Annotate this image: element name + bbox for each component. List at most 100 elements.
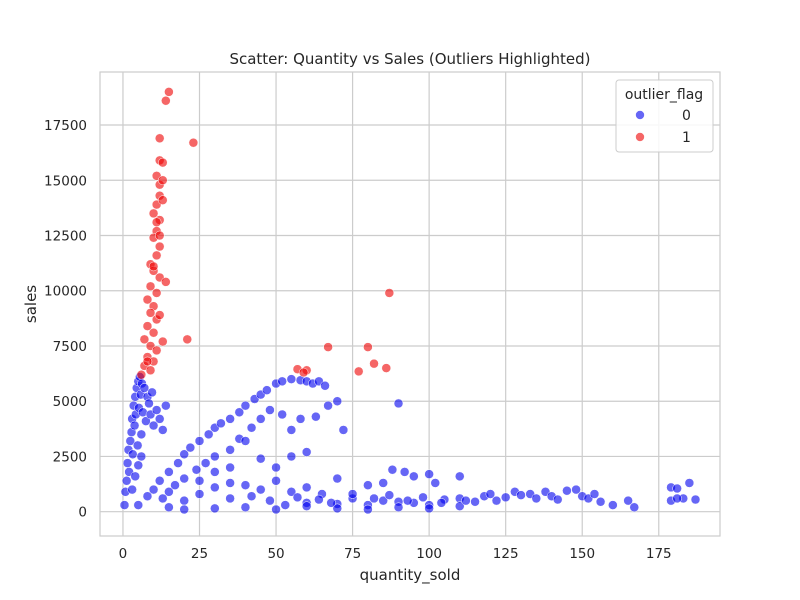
scatter-point-series-0 [571,484,581,495]
scatter-point-series-0 [128,449,138,459]
scatter-point-series-0 [393,502,404,513]
scatter-point-series-1 [136,369,147,380]
scatter-point-series-1 [369,358,379,369]
scatter-point-series-0 [148,420,159,431]
scatter-point-series-0 [295,414,306,424]
scatter-point-series-1 [154,133,165,144]
scatter-point-series-0 [191,464,202,475]
scatter-point-series-1 [139,334,150,345]
scatter-point-series-0 [332,503,343,514]
scatter-point-series-0 [314,494,324,505]
y-axis-label: sales [22,285,40,323]
scatter-point-series-0 [210,503,220,514]
scatter-point-series-0 [164,502,174,513]
scatter-point-series-1 [182,334,193,345]
scatter-point-series-0 [225,462,235,473]
scatter-point-series-0 [531,493,542,504]
scatter-point-series-0 [179,449,189,459]
scatter-point-series-0 [194,436,205,446]
scatter-point-series-0 [255,484,266,495]
chart-title: Scatter: Quantity vs Sales (Outliers Hig… [229,50,590,68]
scatter-point-series-0 [286,425,297,435]
legend-marker-0 [635,110,645,120]
scatter-point-series-0 [185,442,196,453]
scatter-point-series-0 [164,467,174,477]
scatter-point-series-0 [234,407,245,418]
scatter-point-series-0 [500,492,511,503]
points-layer [119,87,701,515]
scatter-point-series-0 [200,458,211,468]
scatter-point-series-1 [151,250,162,261]
scatter-point-series-0 [286,374,297,384]
scatter-point-series-0 [286,487,297,497]
scatter-point-series-0 [690,494,701,505]
scatter-point-series-0 [133,500,144,510]
scatter-point-series-0 [363,480,373,490]
scatter-point-series-1 [158,157,168,168]
scatter-point-series-0 [516,490,526,500]
scatter-point-series-0 [399,467,410,477]
scatter-point-series-0 [158,493,168,504]
scatter-point-series-0 [286,451,297,462]
scatter-point-series-0 [148,484,159,495]
scatter-point-series-1 [158,195,168,205]
scatter-point-series-0 [225,414,235,424]
scatter-point-series-0 [672,493,682,504]
scatter-point-series-1 [145,308,156,318]
scatter-point-series-0 [255,414,266,424]
scatter-point-series-1 [151,288,162,298]
x-tick-labels: 0 25 50 75 100 125 150 175 [119,546,672,562]
scatter-point-series-1 [161,95,171,106]
legend: outlier_flag 0 1 [615,79,714,153]
scatter-point-series-1 [142,321,153,331]
scatter-point-series-1 [145,365,156,376]
scatter-point-series-0 [139,383,150,393]
scatter-point-series-0 [119,500,130,510]
legend-label-1: 1 [682,130,691,146]
scatter-point-series-0 [485,489,496,499]
x-tick-label: 175 [646,546,672,562]
scatter-point-series-1 [148,261,159,272]
scatter-point-series-0 [347,489,358,499]
scatter-point-series-1 [188,137,199,148]
scatter-point-series-1 [363,342,373,352]
legend-title: outlier_flag [625,87,703,103]
legend-label-0: 0 [682,108,691,124]
scatter-point-series-0 [301,501,312,511]
scatter-point-series-0 [326,498,336,508]
scatter-point-series-0 [369,493,379,504]
scatter-point-series-1 [384,288,395,298]
scatter-point-series-0 [122,458,133,468]
y-tick-label: 2500 [53,449,87,465]
scatter-point-series-0 [154,476,165,486]
scatter-point-series-0 [363,504,373,515]
x-tick-label: 125 [493,546,519,562]
scatter-point-series-0 [240,436,251,446]
scatter-point-series-0 [271,476,281,486]
scatter-point-series-0 [332,396,343,406]
scatter-point-series-0 [210,482,220,493]
scatter-point-series-0 [301,482,312,493]
scatter-point-series-0 [323,400,333,411]
x-tick-label: 25 [191,546,208,562]
scatter-point-series-0 [240,400,251,411]
scatter-point-series-1 [145,281,156,292]
scatter-point-series-0 [225,493,235,504]
scatter-point-series-0 [265,405,275,415]
scatter-point-series-0 [127,484,137,495]
scatter-point-series-0 [225,445,235,455]
y-tick-label: 5000 [53,394,87,410]
x-tick-label: 0 [119,546,128,562]
scatter-point-series-0 [672,483,682,494]
scatter-point-series-0 [378,495,388,506]
x-tick-label: 150 [569,546,595,562]
scatter-point-series-1 [298,367,309,378]
y-tick-label: 17500 [44,118,87,134]
scatter-point-series-0 [210,451,220,462]
scatter-point-series-0 [378,478,388,488]
scatter-point-series-0 [255,453,266,464]
scatter-point-series-0 [142,491,153,501]
scatter-point-series-0 [277,376,287,387]
scatter-point-series-0 [387,464,398,475]
